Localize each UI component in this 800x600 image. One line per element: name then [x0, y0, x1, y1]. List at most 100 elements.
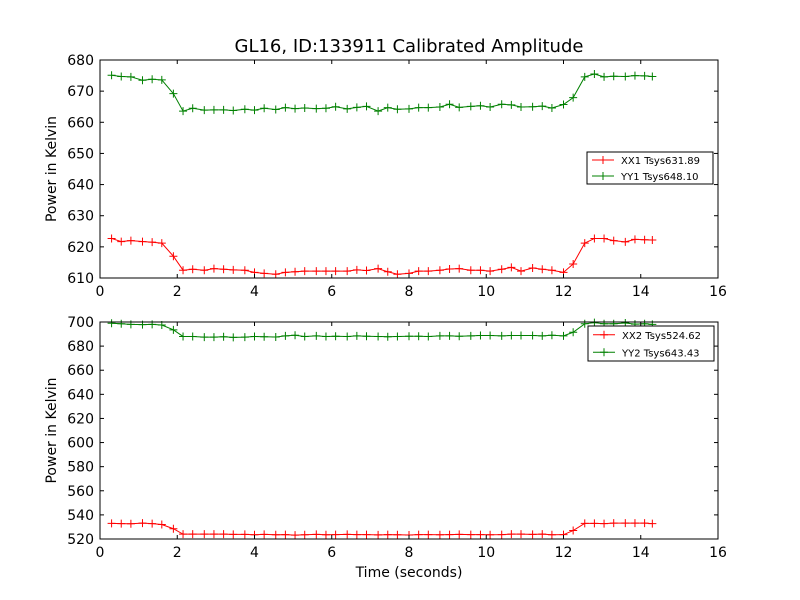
- series-1-point: [352, 103, 361, 112]
- series-1-point: [393, 105, 402, 114]
- series-1-point: [362, 332, 371, 341]
- series-0-point: [435, 266, 444, 275]
- series-1-point: [260, 104, 269, 113]
- series-0-point: [517, 267, 526, 276]
- legend-label: XX1 Tsys631.89: [621, 156, 700, 167]
- series-0-point: [393, 270, 402, 279]
- series-1-point: [352, 331, 361, 340]
- series-0-point: [188, 265, 197, 274]
- series-1-point: [240, 333, 249, 342]
- series-1-point: [640, 71, 649, 80]
- series-1-point: [300, 103, 309, 112]
- series-0-point: [600, 519, 609, 528]
- series-1-point: [559, 100, 568, 109]
- series-0-point: [126, 519, 135, 528]
- series-0-point: [169, 524, 178, 533]
- series-0-point: [640, 235, 649, 244]
- series-1-point: [383, 332, 392, 341]
- series-1-point: [569, 328, 578, 337]
- series-0-point: [609, 236, 618, 245]
- x-tick-label: 0: [96, 284, 105, 300]
- series-1-point: [362, 102, 371, 111]
- x-tick-label: 8: [405, 284, 414, 300]
- series-0-point: [445, 264, 454, 273]
- series-1-point: [466, 102, 475, 111]
- series-1-point: [486, 331, 495, 340]
- series-0-point: [117, 237, 126, 246]
- series-1-point: [486, 103, 495, 112]
- series-0-point: [229, 530, 238, 539]
- series-0-point: [169, 252, 178, 261]
- series-1-point: [343, 332, 352, 341]
- series-1-point: [331, 332, 340, 341]
- y-tick-label: 670: [67, 84, 94, 100]
- series-0-point: [343, 530, 352, 539]
- series-0-point: [312, 267, 321, 276]
- series-1-point: [476, 101, 485, 110]
- series-1-point: [281, 103, 290, 112]
- series-0-point: [538, 265, 547, 274]
- series-1-point: [580, 319, 589, 328]
- series-0-point: [374, 264, 383, 273]
- series-1-point: [291, 104, 300, 113]
- series-1-point: [179, 107, 188, 116]
- series-1-point: [445, 331, 454, 340]
- series-1-point: [590, 318, 599, 327]
- series-0-point: [312, 530, 321, 539]
- x-tick-label: 14: [632, 545, 650, 561]
- series-1-point: [188, 332, 197, 341]
- series-0-point: [117, 519, 126, 528]
- series-0-point: [321, 267, 330, 276]
- series-1-point: [138, 76, 147, 85]
- series-1-point: [517, 103, 526, 112]
- series-1-point: [630, 71, 639, 80]
- series-0-point: [476, 266, 485, 275]
- series-1-point: [107, 319, 116, 328]
- series-1-point: [126, 72, 135, 81]
- legend-swatch-marker: [600, 348, 608, 357]
- legend-label: XX2 Tsys524.62: [622, 331, 701, 342]
- series-0-point: [547, 266, 556, 275]
- series-1-point: [507, 331, 516, 340]
- y-tick-label: 610: [67, 271, 94, 287]
- series-0-point: [362, 266, 371, 275]
- series-0-point: [393, 530, 402, 539]
- y-tick-label: 640: [67, 178, 94, 194]
- series-0-point: [331, 267, 340, 276]
- series-0-point: [569, 526, 578, 535]
- y-tick-label: 560: [67, 484, 94, 500]
- series-1-point: [250, 106, 259, 115]
- x-tick-label: 12: [555, 284, 573, 300]
- series-0-point: [374, 530, 383, 539]
- series-0-point: [107, 234, 116, 243]
- series-0-point: [260, 269, 269, 278]
- x-tick-label: 16: [709, 284, 727, 300]
- y-tick-label: 620: [67, 411, 94, 427]
- x-tick-label: 4: [250, 545, 259, 561]
- series-0-point: [630, 235, 639, 244]
- series-0-point: [200, 530, 209, 539]
- series-1-point: [209, 105, 218, 114]
- series-0-point: [424, 530, 433, 539]
- y-tick-label: 650: [67, 146, 94, 162]
- series-0-point: [497, 265, 506, 274]
- series-1-point: [600, 72, 609, 81]
- x-tick-label: 0: [96, 545, 105, 561]
- series-0-point: [331, 530, 340, 539]
- series-1-point: [621, 72, 630, 81]
- legend-swatch-marker: [599, 156, 607, 164]
- legend-label: YY2 Tsys643.43: [621, 348, 700, 359]
- series-1-point: [414, 332, 423, 341]
- series-1-point: [648, 72, 657, 81]
- series-1-point: [229, 106, 238, 115]
- x-tick-label: 16: [709, 545, 727, 561]
- series-0-point: [291, 531, 300, 540]
- series-1-point: [219, 105, 228, 114]
- y-axis-label: Power in Kelvin: [44, 377, 60, 483]
- legend-box: [587, 325, 715, 362]
- series-1-point: [200, 106, 209, 115]
- series-1-point: [281, 331, 290, 340]
- x-tick-label: 6: [327, 545, 336, 561]
- y-tick-label: 630: [67, 209, 94, 225]
